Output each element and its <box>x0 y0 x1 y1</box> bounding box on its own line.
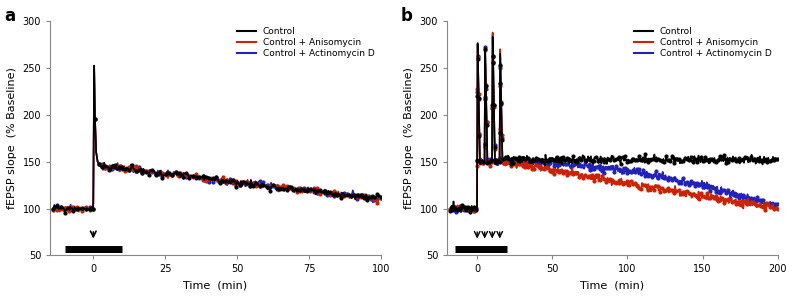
Text: b: b <box>401 7 413 25</box>
Y-axis label: fEPSP slope  (% Baseline): fEPSP slope (% Baseline) <box>404 67 414 209</box>
Text: a: a <box>4 7 15 25</box>
Y-axis label: fEPSP slope  (% Baseline): fEPSP slope (% Baseline) <box>7 67 17 209</box>
X-axis label: Time  (min): Time (min) <box>580 280 645 290</box>
Legend: Control, Control + Anisomycin, Control + Actinomycin D: Control, Control + Anisomycin, Control +… <box>236 25 376 60</box>
Legend: Control, Control + Anisomycin, Control + Actinomycin D: Control, Control + Anisomycin, Control +… <box>633 25 773 60</box>
X-axis label: Time  (min): Time (min) <box>183 280 248 290</box>
